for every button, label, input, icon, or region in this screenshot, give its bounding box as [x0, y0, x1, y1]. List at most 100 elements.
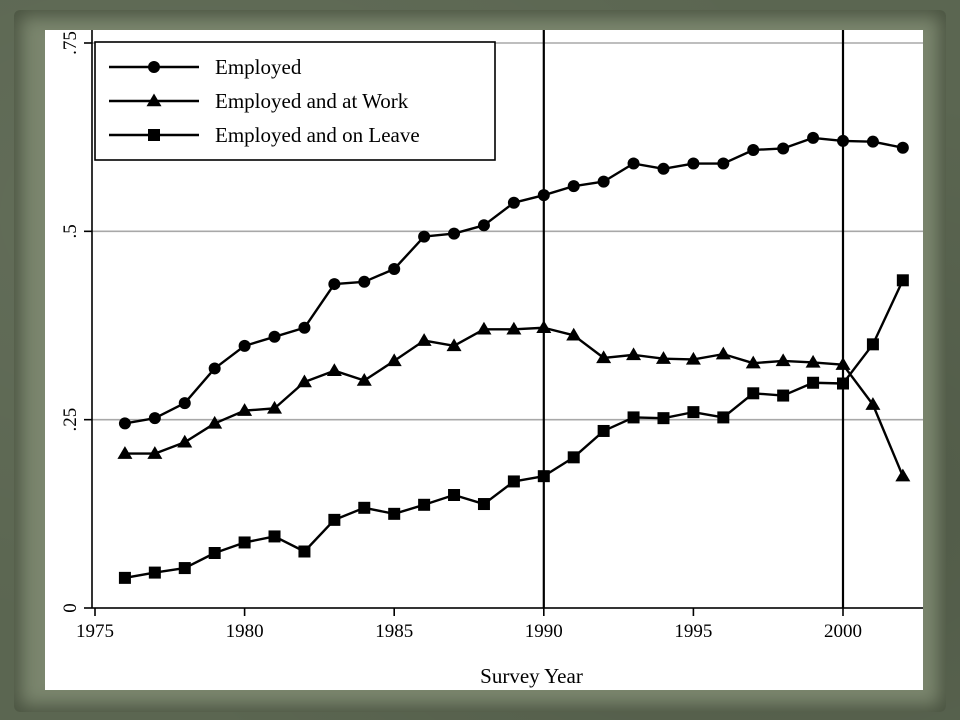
legend-box [94, 41, 496, 161]
data-point [807, 376, 820, 389]
data-point [148, 412, 161, 425]
data-point [418, 498, 431, 511]
data-point [865, 397, 881, 410]
series-circle [118, 131, 909, 430]
data-point [866, 338, 879, 351]
data-point [326, 363, 342, 376]
data-point [118, 571, 131, 584]
x-tick-label: 1990 [525, 621, 563, 642]
legend: Employed Employed and at Work Employed and… [94, 41, 496, 161]
y-tick-label: .75 [60, 31, 81, 55]
data-point [446, 338, 462, 352]
data-point [837, 134, 849, 147]
data-point [657, 162, 670, 175]
axes [91, 30, 923, 609]
x-axis-ticks: 1975 1980 1985 1990 1995 2000 [76, 608, 862, 642]
data-point [507, 196, 520, 209]
chart-panel: 0 .25 .5 .75 1975 1980 1985 1990 1995 2000 Surve… [45, 30, 923, 690]
legend-label: Employed [215, 55, 302, 79]
y-tick-label: 0 [60, 603, 81, 613]
legend-item: Employed [109, 55, 302, 79]
data-point [717, 157, 730, 170]
data-point [448, 489, 461, 501]
data-point [117, 446, 133, 459]
x-tick-label: 2000 [824, 621, 862, 642]
legend-marker [146, 93, 162, 107]
data-point [356, 372, 372, 386]
data-point [775, 353, 791, 367]
data-point [626, 347, 642, 361]
data-point [715, 346, 731, 360]
data-point [566, 327, 582, 341]
data-point [208, 547, 221, 560]
x-tick-label: 1985 [375, 621, 413, 642]
x-tick-label: 1975 [76, 621, 114, 642]
data-point [177, 434, 193, 448]
data-point [328, 513, 341, 526]
data-point [805, 354, 821, 368]
series-line [124, 136, 904, 425]
series-triangle [117, 320, 911, 482]
data-point [747, 143, 760, 156]
data-point [237, 403, 253, 416]
data-point [895, 468, 911, 482]
data-point [178, 397, 191, 410]
data-point [298, 545, 311, 558]
data-point [238, 536, 251, 549]
data-point [358, 501, 371, 514]
data-point [627, 411, 640, 424]
legend-item: Employed and at Work [109, 89, 409, 113]
data-point [597, 424, 610, 437]
data-point [596, 350, 612, 364]
data-point [536, 320, 552, 334]
legend-marker [148, 129, 160, 141]
series-square [118, 274, 909, 584]
x-tick-label: 1995 [674, 621, 712, 642]
data-point [597, 175, 610, 188]
data-point [118, 417, 131, 430]
data-point [537, 189, 550, 202]
x-tick-label: 1980 [226, 621, 264, 642]
legend-label: Employed and at Work [215, 89, 409, 113]
data-point [296, 374, 312, 388]
data-point [835, 357, 851, 370]
data-point [476, 321, 492, 335]
data-point [268, 530, 281, 543]
legend-marker [148, 61, 160, 73]
y-tick-label: .25 [60, 408, 81, 432]
data-point [148, 566, 161, 579]
data-point [657, 412, 670, 425]
data-point [477, 219, 490, 232]
y-axis-ticks: 0 .25 .5 .75 [60, 31, 92, 613]
data-point [567, 451, 580, 464]
data-point [747, 387, 760, 400]
data-point [687, 406, 700, 419]
data-point [655, 351, 671, 364]
data-point [388, 507, 401, 520]
data-point [358, 275, 371, 288]
data-point [388, 263, 401, 275]
data-point [477, 498, 490, 511]
data-point [866, 135, 879, 148]
data-point [386, 353, 402, 367]
data-point [567, 180, 580, 193]
data-point [268, 330, 281, 343]
line-chart: 0 .25 .5 .75 1975 1980 1985 1990 1995 2000 Surve… [60, 30, 923, 688]
data-point [416, 333, 432, 346]
data-point [147, 446, 163, 459]
data-point [267, 400, 283, 414]
data-point [745, 355, 761, 369]
data-point [506, 321, 522, 335]
legend-item: Employed and on Leave [109, 123, 420, 147]
data-point [328, 278, 341, 291]
data-point [717, 411, 730, 424]
data-point [537, 470, 550, 483]
legend-label: Employed and on Leave [215, 123, 420, 147]
data-point [418, 230, 431, 243]
data-point [777, 142, 790, 155]
x-axis-title: Survey Year [480, 664, 583, 688]
data-point [896, 141, 909, 154]
data-point [837, 377, 849, 390]
data-point [896, 274, 909, 287]
data-point [687, 157, 700, 170]
